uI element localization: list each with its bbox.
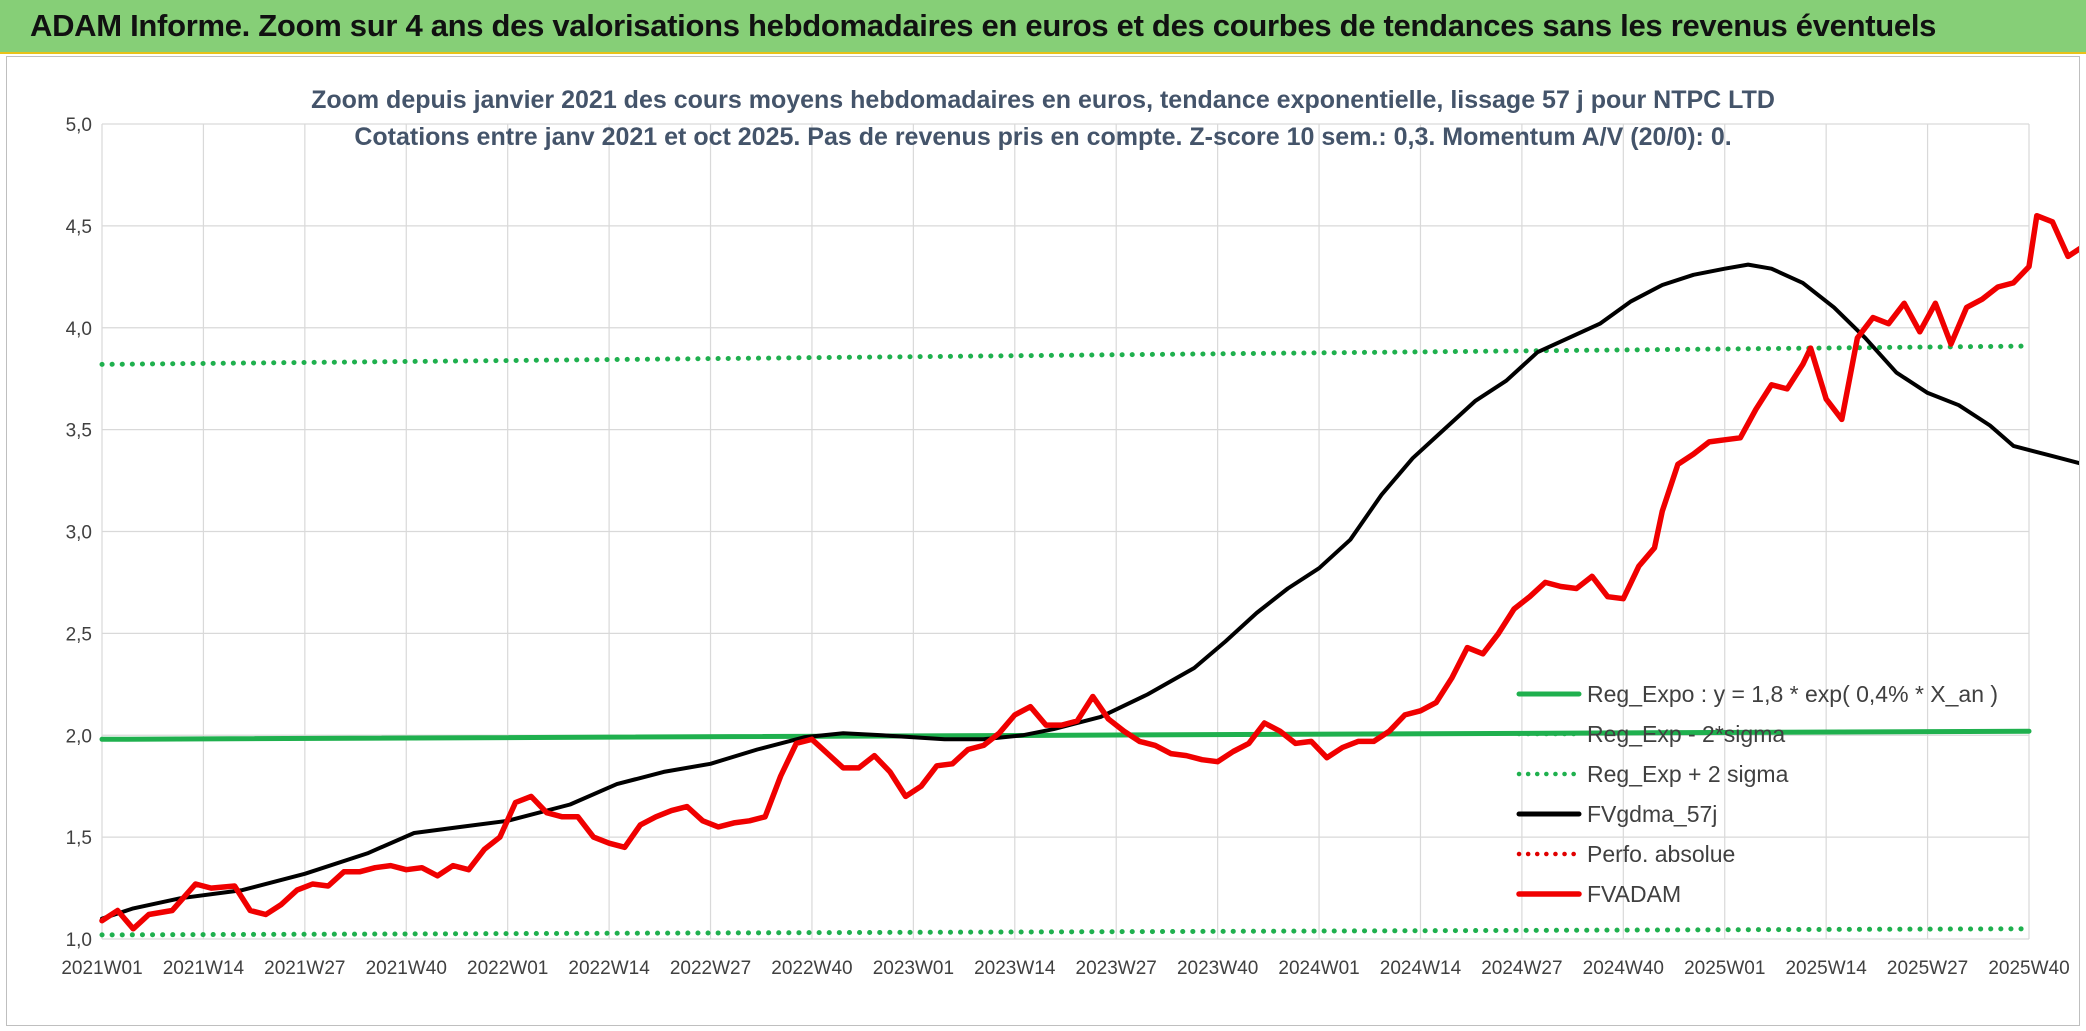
x-tick-label: 2021W27 <box>264 958 345 979</box>
x-tick-label: 2023W27 <box>1076 958 1157 979</box>
x-tick-label: 2022W14 <box>568 958 650 979</box>
series-line-reg-exp-2-sigma <box>99 343 2032 367</box>
x-tick-label: 2024W40 <box>1583 958 1664 979</box>
series <box>99 212 2079 938</box>
x-axis-ticks: 2021W01 2021W14 2021W27 2021W40 2022W01 2022W… <box>61 958 2069 979</box>
y-tick-label: 2,0 <box>66 726 92 747</box>
legend-label: Reg_Exp - 2*sigma <box>1587 721 1785 747</box>
x-tick-label: 2021W14 <box>163 958 245 979</box>
chart-svg: Zoom depuis janvier 2021 des cours moyen… <box>61 86 2079 979</box>
x-tick-label: 2021W40 <box>366 958 447 979</box>
series-line-fvgdma-57j <box>100 262 2079 921</box>
x-tick-label: 2025W40 <box>1988 958 2069 979</box>
x-tick-label: 2023W14 <box>974 958 1056 979</box>
x-tick-label: 2022W27 <box>670 958 751 979</box>
y-tick-label: 5,0 <box>66 115 92 136</box>
x-tick-label: 2025W27 <box>1887 958 1968 979</box>
x-tick-label: 2025W01 <box>1684 958 1765 979</box>
chart-frame: Zoom depuis janvier 2021 des cours moyen… <box>6 56 2080 1026</box>
y-axis-ticks: 1,0 1,5 2,0 2,5 3,0 3,5 4,0 4,5 5,0 <box>66 115 92 951</box>
x-tick-label: 2022W40 <box>771 958 852 979</box>
legend: Reg_Expo : y = 1,8 * exp( 0,4% * X_an ) R… <box>1516 681 1998 907</box>
legend-label: Reg_Exp + 2 sigma <box>1587 761 1789 787</box>
y-tick-label: 4,0 <box>66 319 92 340</box>
series-line-reg-expo-y-1-8-exp-0-4-x-an <box>99 728 2032 742</box>
y-tick-label: 3,0 <box>66 523 92 544</box>
header-banner: ADAM Informe. Zoom sur 4 ans des valoris… <box>0 0 2086 54</box>
x-tick-label: 2023W01 <box>873 958 954 979</box>
legend-label: FVgdma_57j <box>1587 801 1717 827</box>
x-tick-label: 2023W40 <box>1177 958 1258 979</box>
report-title: ADAM Informe. Zoom sur 4 ans des valoris… <box>30 8 1937 43</box>
y-tick-label: 1,0 <box>66 930 92 951</box>
series-line-reg-exp-2-sigma <box>99 926 2032 938</box>
x-tick-label: 2024W14 <box>1380 958 1462 979</box>
legend-label: Perfo. absolue <box>1587 841 1735 867</box>
chart-title-line1: Zoom depuis janvier 2021 des cours moyen… <box>311 86 1775 114</box>
chart-title-line2: Cotations entre janv 2021 et oct 2025. P… <box>354 123 1731 151</box>
y-tick-label: 1,5 <box>66 828 92 849</box>
x-tick-label: 2024W27 <box>1481 958 1562 979</box>
x-tick-label: 2022W01 <box>467 958 548 979</box>
x-tick-label: 2024W01 <box>1278 958 1359 979</box>
y-tick-label: 2,5 <box>66 624 92 645</box>
x-tick-label: 2021W01 <box>61 958 142 979</box>
series-line-fvadam <box>99 212 2079 932</box>
legend-label: Reg_Expo : y = 1,8 * exp( 0,4% * X_an ) <box>1587 681 1998 707</box>
legend-label: FVADAM <box>1587 881 1681 907</box>
y-tick-label: 3,5 <box>66 421 92 442</box>
x-tick-label: 2025W14 <box>1785 958 1867 979</box>
y-tick-label: 4,5 <box>66 217 92 238</box>
grid <box>101 123 2030 940</box>
